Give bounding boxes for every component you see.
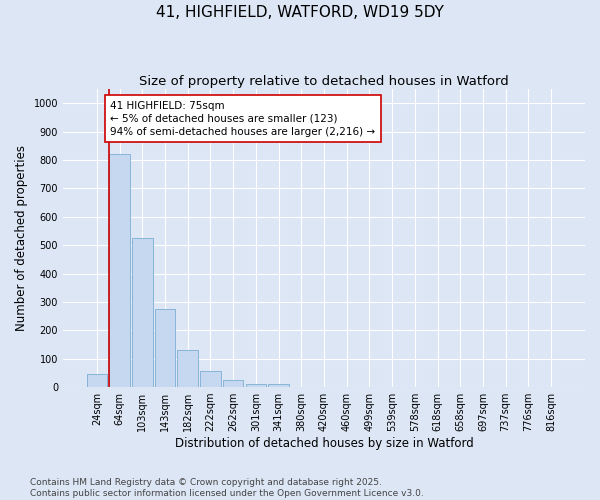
Bar bbox=[178, 350, 198, 387]
Bar bbox=[268, 384, 289, 387]
Bar bbox=[86, 374, 107, 387]
Title: Size of property relative to detached houses in Watford: Size of property relative to detached ho… bbox=[139, 75, 509, 88]
Y-axis label: Number of detached properties: Number of detached properties bbox=[15, 145, 28, 331]
X-axis label: Distribution of detached houses by size in Watford: Distribution of detached houses by size … bbox=[175, 437, 473, 450]
Bar bbox=[109, 154, 130, 387]
Bar bbox=[245, 384, 266, 387]
Text: 41 HIGHFIELD: 75sqm
← 5% of detached houses are smaller (123)
94% of semi-detach: 41 HIGHFIELD: 75sqm ← 5% of detached hou… bbox=[110, 100, 376, 137]
Text: 41, HIGHFIELD, WATFORD, WD19 5DY: 41, HIGHFIELD, WATFORD, WD19 5DY bbox=[156, 5, 444, 20]
Text: Contains HM Land Registry data © Crown copyright and database right 2025.
Contai: Contains HM Land Registry data © Crown c… bbox=[30, 478, 424, 498]
Bar bbox=[155, 309, 175, 387]
Bar bbox=[223, 380, 244, 387]
Bar bbox=[200, 371, 221, 387]
Bar bbox=[132, 238, 152, 387]
